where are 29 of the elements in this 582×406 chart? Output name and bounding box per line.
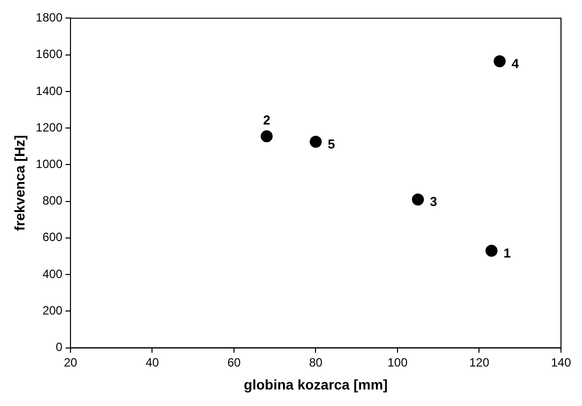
annotation: 5 <box>328 136 335 152</box>
point <box>260 130 273 142</box>
x-tick-label: 140 <box>550 355 572 370</box>
x-axis-title: globina kozarca [mm] <box>244 376 388 392</box>
annotation: 4 <box>512 56 520 71</box>
y-axis-title: frekvenca [Hz] <box>11 135 28 231</box>
point <box>486 244 498 257</box>
point <box>310 136 322 148</box>
y-tick-label: 1800 <box>36 10 63 25</box>
x-tick-label: 60 <box>227 355 241 370</box>
y-tick-label: 200 <box>42 303 63 318</box>
x-tick-label: 20 <box>64 355 78 370</box>
y-tick-label: 0 <box>56 340 63 354</box>
x-tick-label: 100 <box>387 355 408 370</box>
y-tick-label: 1600 <box>36 47 63 62</box>
y-tick-label: 1200 <box>36 120 63 134</box>
y-tick-label: 600 <box>42 230 63 244</box>
x-tick-label: 120 <box>469 355 490 370</box>
point <box>412 193 424 206</box>
y-tick-label: 1400 <box>36 84 63 98</box>
x-tick-label: 40 <box>146 355 160 370</box>
y-tick-label: 400 <box>42 266 63 281</box>
annotation: 3 <box>430 194 438 210</box>
y-tick-label: 1000 <box>36 157 63 171</box>
x-tick-label: 80 <box>309 355 323 370</box>
annotation: 1 <box>504 245 511 260</box>
y-tick-label: 800 <box>42 194 63 208</box>
point <box>494 55 506 68</box>
annotation: 2 <box>263 112 270 128</box>
